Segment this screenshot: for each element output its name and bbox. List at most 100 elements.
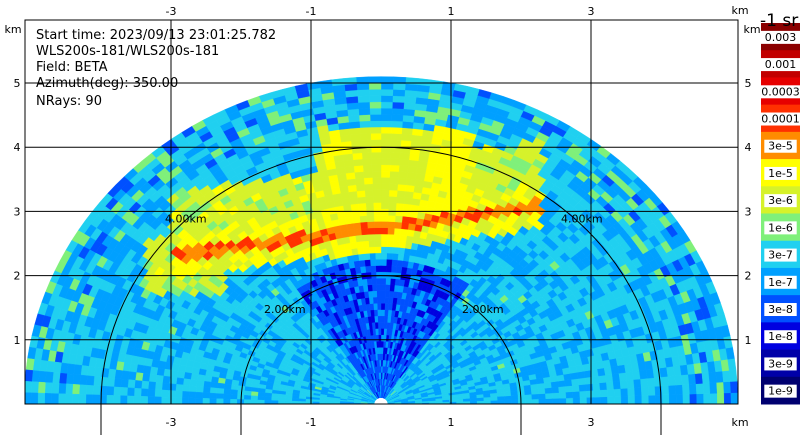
- heatmap-cell: [398, 178, 407, 185]
- heatmap-cell: [344, 84, 357, 91]
- heatmap-cell: [384, 310, 388, 317]
- range-ring-label: 4.00km: [165, 212, 207, 225]
- heatmap-cell: [363, 165, 372, 172]
- colorbar-tick-label: 3e-8: [768, 303, 793, 316]
- heatmap-cell: [381, 114, 392, 120]
- heatmap-cell: [362, 241, 369, 248]
- heatmap-cell: [710, 393, 717, 404]
- heatmap-cell: [348, 115, 359, 122]
- heatmap-cell: [642, 395, 649, 404]
- heatmap-cell: [408, 223, 416, 230]
- heatmap-cell: [381, 360, 383, 366]
- heatmap-cell: [381, 328, 384, 334]
- heatmap-cell: [491, 400, 498, 404]
- heatmap-cell: [365, 190, 373, 197]
- heatmap-cell: [278, 397, 285, 401]
- heatmap-cell: [176, 384, 184, 391]
- heatmap-cell: [189, 392, 196, 398]
- heatmap-cell: [134, 388, 141, 396]
- x-tick-label-top: -1: [306, 5, 317, 18]
- heatmap-cell: [237, 399, 244, 404]
- heatmap-cell: [366, 203, 374, 210]
- x-unit-label-top: km: [731, 4, 748, 17]
- heatmap-cell: [385, 291, 390, 298]
- heatmap-cell: [404, 103, 416, 110]
- heatmap-cell: [377, 297, 381, 303]
- heatmap-cell: [359, 115, 370, 122]
- heatmap-cell: [203, 387, 210, 393]
- heatmap-cell: [668, 376, 676, 386]
- heatmap-cell: [370, 114, 381, 120]
- heatmap-cell: [635, 396, 642, 404]
- heatmap-cell: [619, 373, 627, 382]
- heatmap-cell: [204, 381, 212, 387]
- colorbar-tick-label: 1e-6: [768, 221, 793, 234]
- heatmap-cell: [402, 128, 413, 135]
- heatmap-cell: [381, 203, 389, 209]
- heatmap-cell: [224, 384, 231, 390]
- heatmap-cell: [539, 394, 546, 399]
- heatmap-cell: [265, 393, 272, 397]
- heatmap-cell: [378, 322, 381, 328]
- heatmap-cell: [399, 159, 409, 166]
- heatmap-cell: [723, 382, 731, 393]
- heatmap-cell: [511, 395, 518, 400]
- heatmap-cell: [381, 221, 388, 227]
- field-text: Field: BETA: [36, 60, 108, 75]
- heatmap-cell: [392, 108, 404, 115]
- heatmap-cell: [395, 209, 403, 216]
- colorbar-tick-label: 0.0001: [761, 113, 800, 126]
- heatmap-cell: [217, 383, 225, 389]
- heatmap-cell: [381, 278, 386, 284]
- heatmap-cell: [392, 102, 404, 109]
- heatmap-cell: [361, 228, 368, 235]
- heatmap-cell: [587, 390, 594, 397]
- heatmap-cell: [79, 394, 86, 404]
- heatmap-cell: [394, 285, 399, 292]
- heatmap-cell: [113, 395, 120, 404]
- y-tick-label-left: 5: [14, 77, 21, 90]
- heatmap-cell: [381, 165, 390, 172]
- heatmap-cell: [682, 384, 690, 394]
- heatmap-cell: [372, 291, 377, 298]
- heatmap-cell: [404, 248, 411, 255]
- heatmap-cell: [695, 373, 703, 384]
- heatmap-cell: [72, 384, 80, 394]
- heatmap-cell: [366, 209, 374, 216]
- heatmap-cell: [728, 358, 736, 370]
- heatmap-cell: [364, 178, 373, 185]
- heatmap-cell: [696, 383, 704, 394]
- y-tick-label-right: 1: [745, 334, 752, 347]
- heatmap-cell: [370, 253, 376, 260]
- y-tick-label-right: 2: [745, 270, 752, 283]
- heatmap-cell: [244, 395, 251, 400]
- heatmap-cell: [403, 204, 411, 211]
- heatmap-cell: [362, 234, 369, 241]
- heatmap-cell: [351, 140, 362, 147]
- heatmap-cell: [571, 379, 579, 386]
- heatmap-cell: [374, 209, 381, 215]
- heatmap-cell: [404, 197, 413, 204]
- heatmap-cell: [350, 134, 361, 141]
- colorbar-unit-label: -1 sr: [760, 11, 798, 31]
- heatmap-cell: [621, 388, 628, 396]
- colorbar-tick-label: 1e-8: [768, 330, 793, 343]
- heatmap-cell: [661, 376, 669, 386]
- heatmap-cell: [354, 165, 364, 172]
- heatmap-cell: [649, 395, 656, 404]
- heatmap-cell: [392, 121, 403, 128]
- heatmap-cell: [79, 385, 86, 395]
- heatmap-cell: [385, 284, 390, 291]
- heatmap-cell: [390, 159, 400, 166]
- heatmap-cell: [355, 178, 364, 185]
- heatmap-cell: [251, 392, 258, 397]
- heatmap-cell: [381, 209, 388, 215]
- heatmap-cell: [264, 400, 271, 404]
- heatmap-cell: [375, 247, 381, 253]
- range-ring-label: 2.00km: [264, 303, 306, 316]
- heatmap-cell: [371, 266, 377, 273]
- colorbar-tick-label: 0.0003: [761, 85, 800, 98]
- heatmap-cell: [345, 90, 357, 97]
- heatmap-cell: [26, 358, 34, 370]
